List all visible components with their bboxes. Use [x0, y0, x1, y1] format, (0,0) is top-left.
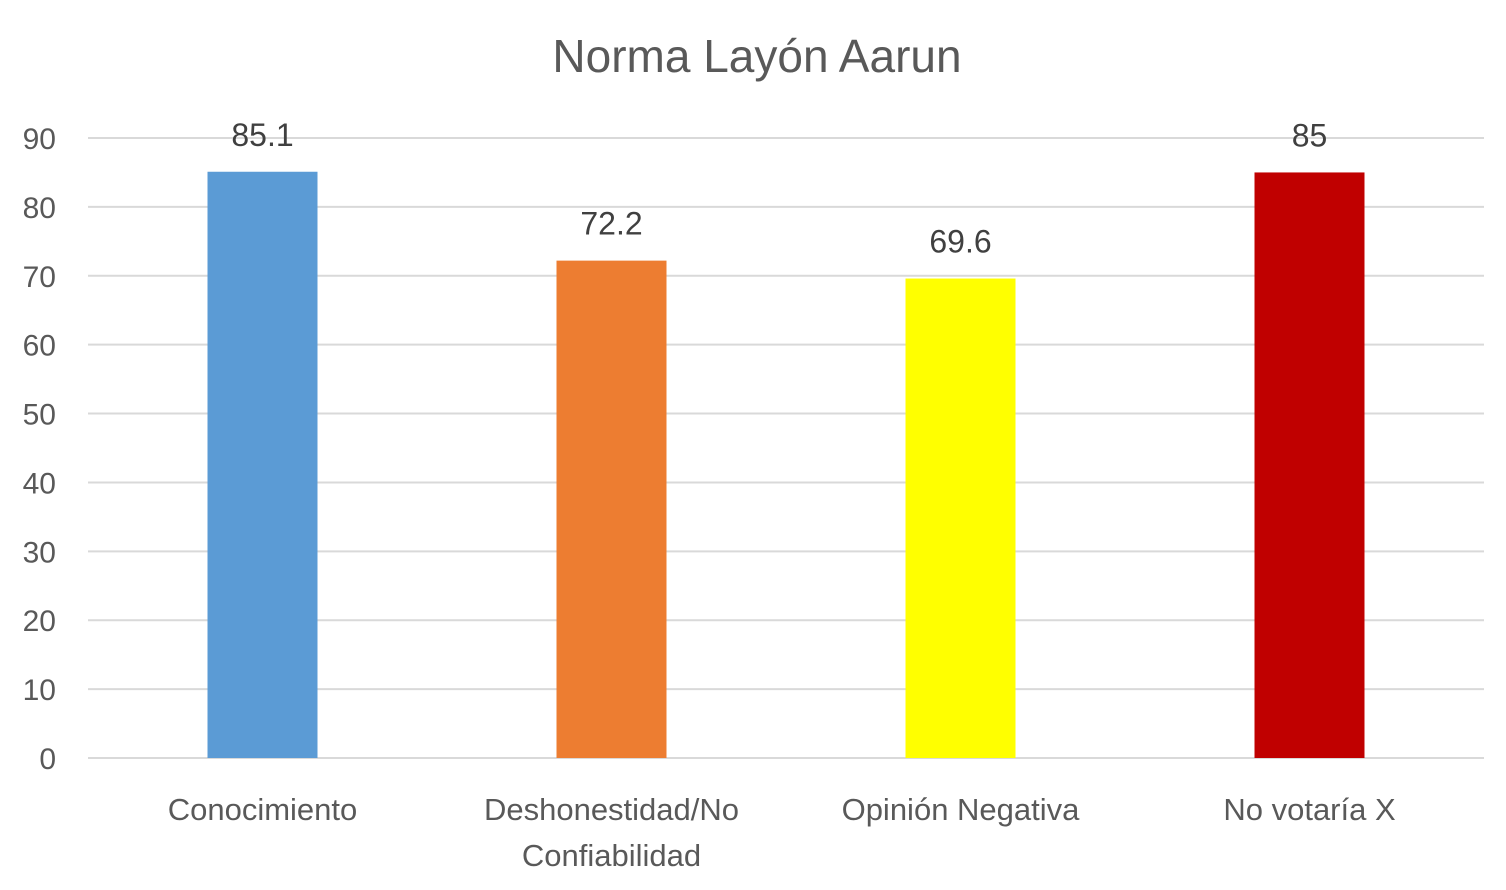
category-label-line: Conocimiento — [168, 792, 358, 827]
category-label: Conocimiento — [168, 792, 358, 827]
category-label: Deshonestidad/No Confiabilidad — [484, 792, 739, 873]
data-label: 72.2 — [580, 206, 642, 242]
category-label-line: Confiabilidad — [522, 838, 701, 873]
y-tick-label: 0 — [39, 743, 56, 776]
y-tick-label: 90 — [23, 123, 56, 156]
category-label-line: No votaría X — [1223, 792, 1396, 827]
bar — [556, 260, 667, 758]
bars — [207, 171, 1365, 758]
chart-title: Norma Layón Aarun — [552, 30, 961, 82]
y-axis-ticks: 0 10 20 30 40 50 60 70 80 90 — [23, 123, 56, 776]
y-tick-label: 70 — [23, 261, 56, 294]
bar — [905, 278, 1016, 758]
data-label: 69.6 — [929, 224, 991, 260]
y-tick-label: 40 — [23, 467, 56, 500]
category-label: No votaría X — [1223, 792, 1396, 827]
category-label: Opinión Negativa — [842, 792, 1081, 827]
bar — [207, 171, 318, 758]
y-tick-label: 30 — [23, 536, 56, 569]
gridlines — [88, 137, 1484, 759]
y-tick-label: 50 — [23, 399, 56, 432]
data-labels: 85.1 72.2 69.6 85 — [231, 117, 1327, 260]
y-tick-label: 20 — [23, 605, 56, 638]
data-label: 85 — [1292, 117, 1328, 153]
data-label: 85.1 — [231, 117, 293, 153]
category-label-line: Deshonestidad/No — [484, 792, 739, 827]
x-axis-categories: Conocimiento Deshonestidad/No Confiabilida… — [168, 792, 1396, 873]
y-tick-label: 60 — [23, 330, 56, 363]
category-label-line: Opinión Negativa — [842, 792, 1081, 827]
y-tick-label: 80 — [23, 192, 56, 225]
y-tick-label: 10 — [23, 674, 56, 707]
bar — [1254, 172, 1365, 758]
